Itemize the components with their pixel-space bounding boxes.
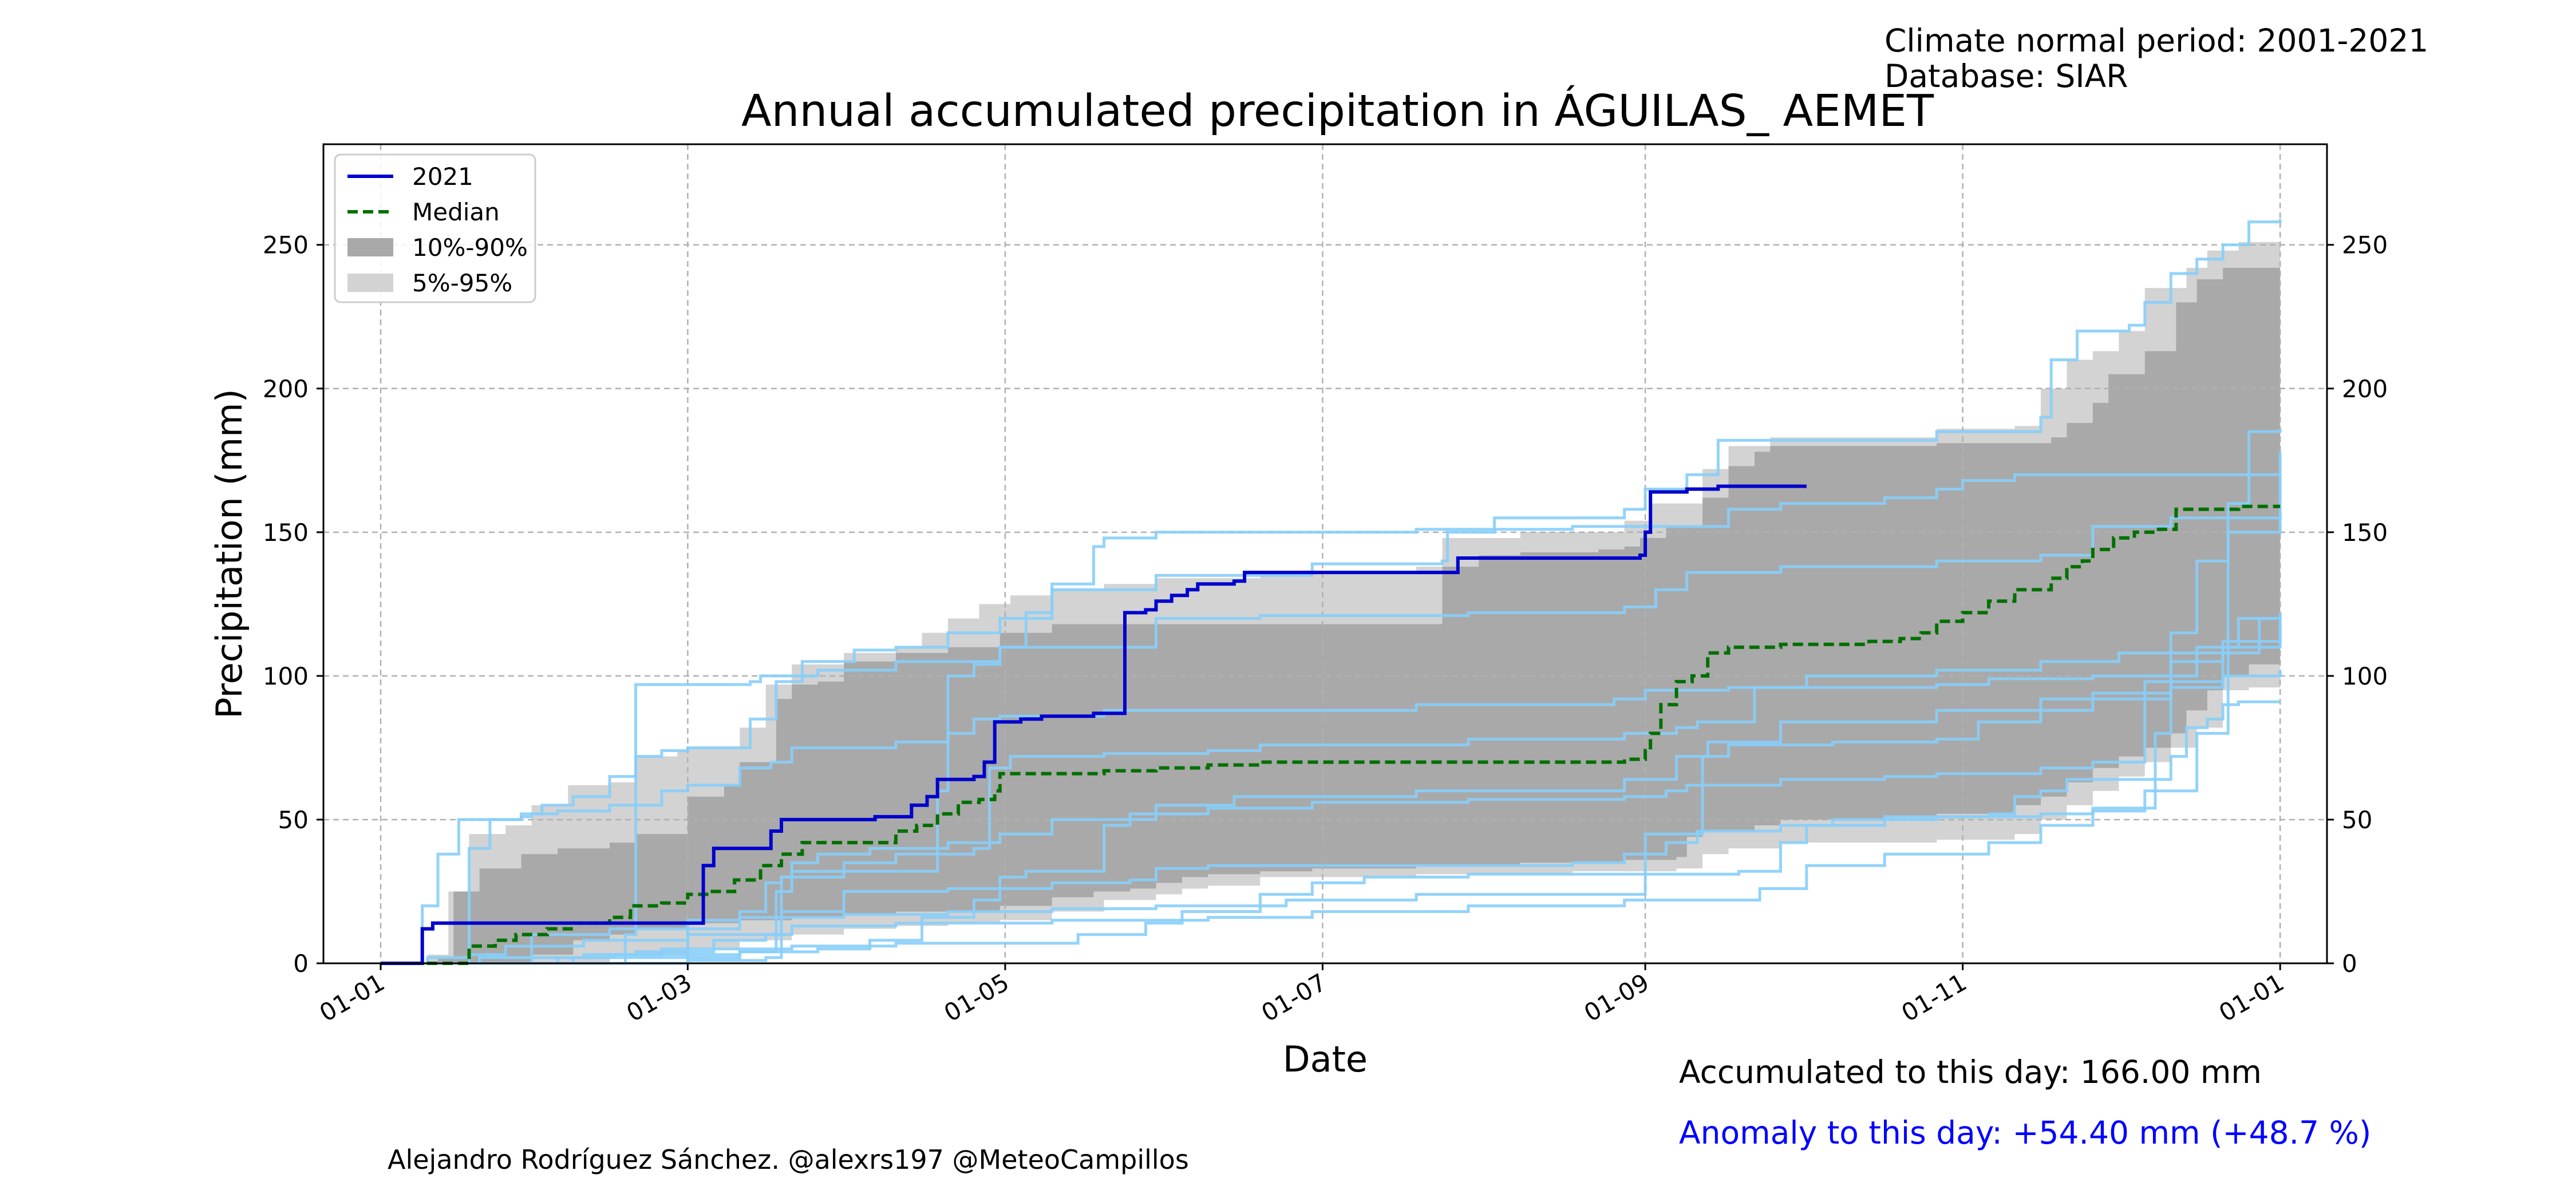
x-axis-label: Date [1283, 1038, 1368, 1080]
legend-label: 10%-90% [412, 234, 528, 262]
x-tick-label: 01-03 [622, 968, 696, 1027]
median-line-layer [381, 504, 2281, 965]
legend-swatch-5-95 [347, 274, 393, 292]
plot-frame [322, 143, 2328, 964]
x-tick-label: 01-05 [939, 968, 1014, 1027]
past-year-line [381, 700, 2281, 965]
current-year-line-layer [381, 484, 1807, 965]
chart-title: Annual accumulated precipitation in ÁGUI… [741, 86, 1934, 137]
x-tick-label: 01-01 [315, 968, 389, 1027]
database-label: Database: SIAR [1884, 58, 2128, 94]
median-line [381, 504, 2281, 965]
y-tick-label-left: 200 [263, 375, 309, 403]
y-tick-label-right: 0 [2342, 950, 2357, 978]
y-tick-label-left: 100 [263, 662, 309, 690]
past-year-line [381, 624, 2282, 965]
past-year-line [381, 429, 2282, 965]
past-year-line [381, 615, 2282, 965]
accumulated-to-date: Accumulated to this day: 166.00 mm [1679, 1054, 2262, 1090]
y-tick-label-left: 0 [293, 950, 309, 978]
climate-normal-period: Climate normal period: 2001-2021 [1884, 22, 2429, 59]
x-tick-label: 01-11 [1897, 968, 1971, 1027]
y-axis-label: Precipitation (mm) [208, 389, 250, 718]
legend-label: 5%-95% [412, 269, 512, 297]
past-year-line [381, 473, 2281, 965]
past-year-line [381, 612, 2282, 965]
y-tick-label-left: 50 [278, 806, 309, 834]
past-year-line [381, 452, 2282, 965]
band-10-90-fill [381, 264, 2281, 963]
band-10-90-area [381, 264, 2281, 963]
legend-swatch-10-90 [347, 238, 393, 256]
legend-label: Median [412, 198, 500, 226]
past-year-line [381, 512, 2282, 965]
y-tick-label-right: 50 [2342, 806, 2372, 834]
author-credits: Alejandro Rodríguez Sánchez. @alexrs197 … [388, 1144, 1189, 1175]
y-tick-label-left: 250 [263, 231, 309, 259]
past-year-line [381, 618, 2282, 965]
legend-label: 2021 [412, 163, 473, 191]
y-tick-label-right: 100 [2342, 662, 2388, 690]
current-year-line [381, 484, 1807, 965]
y-tick-label-right: 150 [2342, 519, 2388, 547]
legend: 2021 Median 10%-90% 5%-95% [334, 153, 536, 303]
x-tick-label: 01-01 [2214, 968, 2289, 1027]
y-tick-label-left: 150 [263, 519, 309, 547]
x-tick-label: 01-07 [1257, 968, 1331, 1027]
past-years-lines [381, 219, 2282, 965]
legend-box [334, 153, 536, 303]
y-tick-label-right: 250 [2342, 231, 2388, 259]
x-tick-label: 01-09 [1579, 968, 1654, 1027]
y-tick-label-right: 200 [2342, 375, 2388, 403]
anomaly-to-date: Anomaly to this day: +54.40 mm (+48.7 %) [1679, 1114, 2372, 1151]
